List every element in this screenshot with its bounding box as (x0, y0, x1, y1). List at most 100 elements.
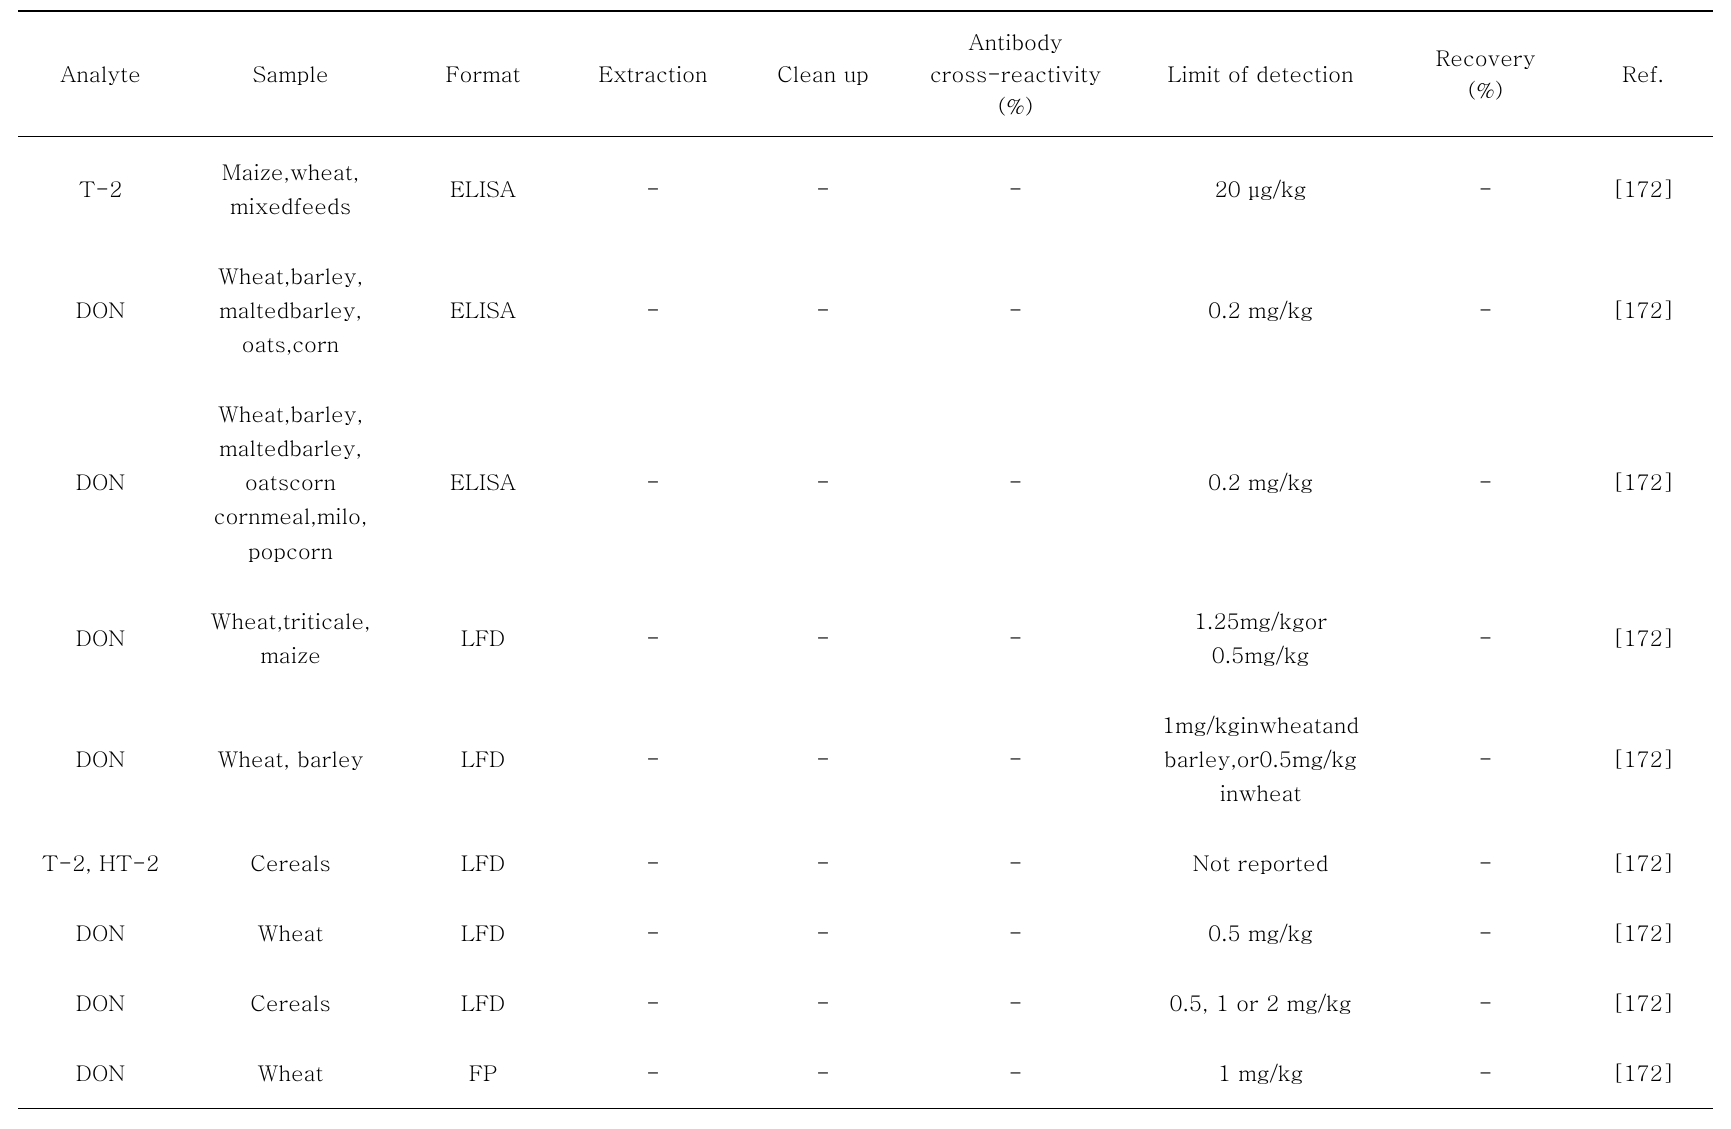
table-cell: LFD (398, 586, 568, 690)
table-cell: - (1398, 690, 1573, 828)
table-cell: LFD (398, 968, 568, 1038)
table-cell: - (568, 690, 738, 828)
table-cell: DON (18, 690, 183, 828)
table-cell: - (738, 136, 908, 241)
table-cell: - (738, 690, 908, 828)
table-cell: 1mg/kginwheatandbarley,or0.5mg/kginwheat (1123, 690, 1398, 828)
table-cell: - (738, 379, 908, 585)
table-cell: - (1398, 1038, 1573, 1109)
table-cell: - (568, 898, 738, 968)
table-cell: - (908, 828, 1123, 898)
table-cell: DON (18, 898, 183, 968)
table-cell: 0.2 mg/kg (1123, 241, 1398, 379)
table-cell: - (738, 968, 908, 1038)
table-container: Analyte Sample Format Extraction Clean u… (0, 0, 1731, 1129)
table-cell: - (908, 586, 1123, 690)
table-cell: - (568, 379, 738, 585)
table-cell: Wheat, barley (183, 690, 398, 828)
table-cell: DON (18, 586, 183, 690)
table-cell: - (568, 968, 738, 1038)
table-cell: Not reported (1123, 828, 1398, 898)
table-cell: ELISA (398, 136, 568, 241)
table-cell: - (1398, 828, 1573, 898)
table-cell: Wheat,triticale,maize (183, 586, 398, 690)
table-cell: Maize,wheat,mixedfeeds (183, 136, 398, 241)
table-cell: [172] (1573, 968, 1713, 1038)
table-cell: - (568, 828, 738, 898)
table-cell: DON (18, 1038, 183, 1109)
table-cell: - (1398, 586, 1573, 690)
table-cell: 0.5, 1 or 2 mg/kg (1123, 968, 1398, 1038)
table-cell: - (908, 1038, 1123, 1109)
table-cell: - (1398, 968, 1573, 1038)
table-cell: 1.25mg/kgor0.5mg/kg (1123, 586, 1398, 690)
table-row: T-2Maize,wheat,mixedfeedsELISA---20 µg/k… (18, 136, 1713, 241)
table-cell: [172] (1573, 586, 1713, 690)
table-cell: [172] (1573, 690, 1713, 828)
table-row: DONWheatFP---1 mg/kg-[172] (18, 1038, 1713, 1109)
table-cell: ELISA (398, 241, 568, 379)
table-cell: FP (398, 1038, 568, 1109)
table-cell: - (1398, 379, 1573, 585)
col-header-cleanup: Clean up (738, 11, 908, 136)
header-row: Analyte Sample Format Extraction Clean u… (18, 11, 1713, 136)
table-cell: Wheat (183, 1038, 398, 1109)
table-row: DONWheat,barley,maltedbarley,oats,cornEL… (18, 241, 1713, 379)
table-cell: [172] (1573, 379, 1713, 585)
table-cell: DON (18, 379, 183, 585)
table-cell: T-2 (18, 136, 183, 241)
table-cell: - (908, 379, 1123, 585)
table-cell: 1 mg/kg (1123, 1038, 1398, 1109)
col-header-format: Format (398, 11, 568, 136)
table-cell: 0.5 mg/kg (1123, 898, 1398, 968)
table-cell: Wheat,barley,maltedbarley,oats,corn (183, 241, 398, 379)
table-row: DONWheat,barley,maltedbarley,oatscorncor… (18, 379, 1713, 585)
table-cell: - (738, 1038, 908, 1109)
table-cell: LFD (398, 828, 568, 898)
col-header-recovery: Recovery(%) (1398, 11, 1573, 136)
table-cell: - (908, 968, 1123, 1038)
table-cell: - (738, 241, 908, 379)
table-cell: [172] (1573, 241, 1713, 379)
table-cell: T-2, HT-2 (18, 828, 183, 898)
col-header-lod: Limit of detection (1123, 11, 1398, 136)
table-body: T-2Maize,wheat,mixedfeedsELISA---20 µg/k… (18, 136, 1713, 1109)
table-cell: - (568, 136, 738, 241)
table-cell: - (568, 586, 738, 690)
table-cell: Wheat (183, 898, 398, 968)
table-row: DONWheat,triticale,maizeLFD---1.25mg/kgo… (18, 586, 1713, 690)
table-cell: Cereals (183, 828, 398, 898)
data-table: Analyte Sample Format Extraction Clean u… (18, 10, 1713, 1109)
table-cell: - (568, 241, 738, 379)
table-cell: [172] (1573, 1038, 1713, 1109)
table-cell: - (1398, 241, 1573, 379)
table-cell: 0.2 mg/kg (1123, 379, 1398, 585)
table-cell: LFD (398, 690, 568, 828)
table-cell: - (908, 898, 1123, 968)
table-cell: - (908, 136, 1123, 241)
table-cell: Wheat,barley,maltedbarley,oatscorncornme… (183, 379, 398, 585)
table-row: T-2, HT-2CerealsLFD---Not reported-[172] (18, 828, 1713, 898)
table-cell: [172] (1573, 136, 1713, 241)
col-header-analyte: Analyte (18, 11, 183, 136)
table-cell: 20 µg/kg (1123, 136, 1398, 241)
table-cell: DON (18, 241, 183, 379)
table-cell: [172] (1573, 828, 1713, 898)
col-header-extraction: Extraction (568, 11, 738, 136)
table-cell: - (738, 828, 908, 898)
table-cell: - (1398, 136, 1573, 241)
table-cell: - (568, 1038, 738, 1109)
table-cell: - (908, 241, 1123, 379)
table-cell: [172] (1573, 898, 1713, 968)
table-cell: ELISA (398, 379, 568, 585)
table-cell: Cereals (183, 968, 398, 1038)
table-cell: DON (18, 968, 183, 1038)
table-cell: - (1398, 898, 1573, 968)
table-cell: LFD (398, 898, 568, 968)
table-cell: - (738, 586, 908, 690)
col-header-sample: Sample (183, 11, 398, 136)
table-row: DONWheatLFD---0.5 mg/kg-[172] (18, 898, 1713, 968)
table-row: DONCerealsLFD---0.5, 1 or 2 mg/kg-[172] (18, 968, 1713, 1038)
table-head: Analyte Sample Format Extraction Clean u… (18, 11, 1713, 136)
col-header-ref: Ref. (1573, 11, 1713, 136)
